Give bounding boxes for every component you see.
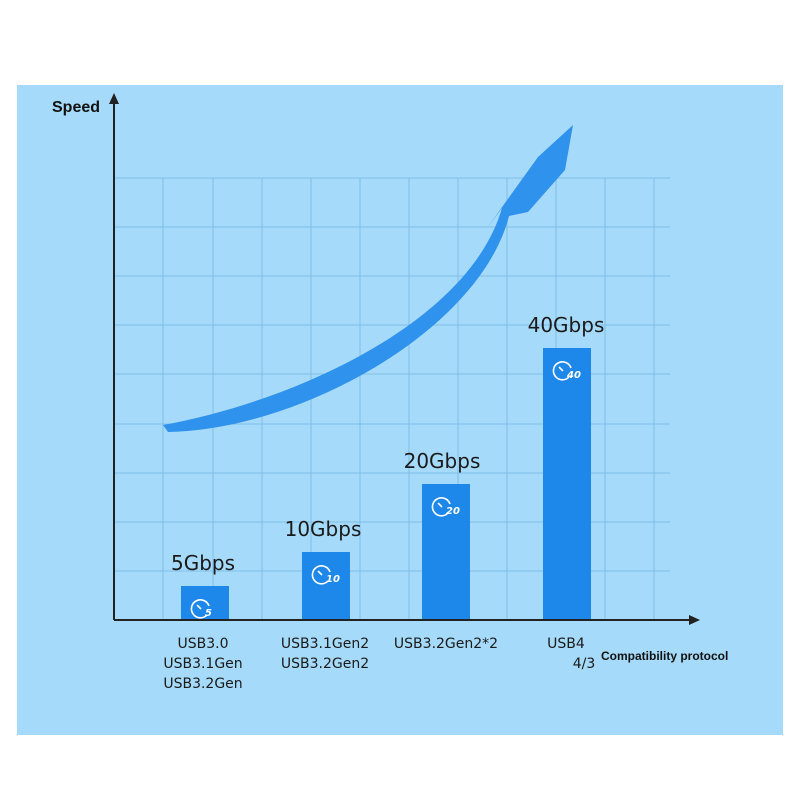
data-label: 5Gbps xyxy=(171,551,235,575)
data-label: 20Gbps xyxy=(404,449,481,473)
bars: 5 10 20 40 xyxy=(181,348,591,620)
x-tick-label: 4/3 xyxy=(573,656,596,672)
y-axis-label: Speed xyxy=(52,99,100,116)
axes: Speed Compatibility protocol xyxy=(52,93,728,663)
x-tick-label: USB3.1Gen2 xyxy=(281,636,369,652)
y-axis-arrow-icon xyxy=(109,93,119,104)
speedometer-icon: 5 xyxy=(190,599,212,619)
x-tick-label: USB4 xyxy=(547,636,585,652)
x-tick-label: USB3.2Gen2*2 xyxy=(394,636,498,652)
x-tick-label: USB3.2Gen xyxy=(163,676,242,692)
speedometer-icon: 10 xyxy=(311,565,340,585)
trend-arrow-icon xyxy=(163,125,573,432)
bar-icon-label: 40 xyxy=(566,370,581,381)
data-label: 40Gbps xyxy=(528,313,605,337)
speedometer-icon: 40 xyxy=(552,361,581,381)
bar-icon-label: 20 xyxy=(446,506,460,517)
x-axis-label: Compatibility protocol xyxy=(601,649,728,663)
bar-icon-label: 10 xyxy=(326,574,340,585)
x-tick-label: USB3.0 xyxy=(177,636,228,652)
bar-icon-label: 5 xyxy=(205,608,212,619)
bar xyxy=(302,552,350,620)
labels: 5Gbps USB3.0 USB3.1Gen USB3.2Gen 10Gbps USB3.… xyxy=(163,313,604,692)
x-tick-label: USB3.1Gen xyxy=(163,656,242,672)
speedometer-icon: 20 xyxy=(431,497,460,517)
x-axis-arrow-icon xyxy=(689,615,700,625)
bar xyxy=(422,484,470,620)
data-label: 10Gbps xyxy=(285,517,362,541)
x-tick-label: USB3.2Gen2 xyxy=(281,656,369,672)
bar xyxy=(181,586,229,620)
bar xyxy=(543,348,591,620)
chart-background xyxy=(17,85,783,735)
